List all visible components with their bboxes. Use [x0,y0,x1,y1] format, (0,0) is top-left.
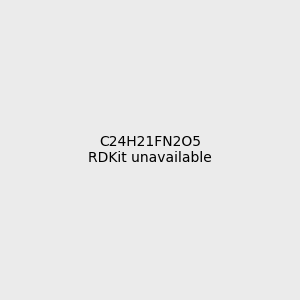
Text: C24H21FN2O5
RDKit unavailable: C24H21FN2O5 RDKit unavailable [88,135,212,165]
